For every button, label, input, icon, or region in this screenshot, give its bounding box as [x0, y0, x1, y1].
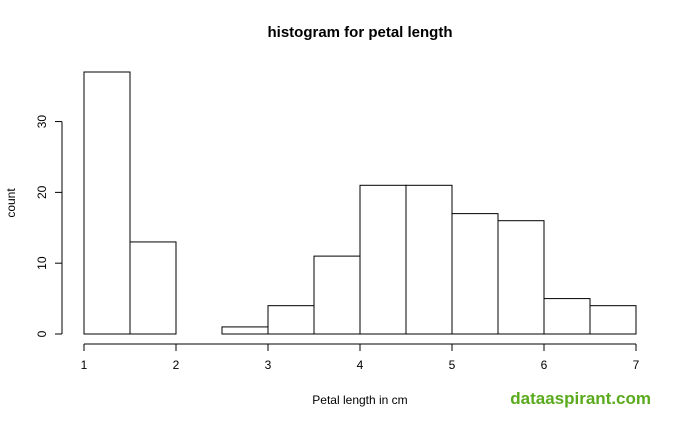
histogram-bar-9 — [497, 220, 545, 335]
histogram-bar-0 — [83, 71, 131, 335]
histogram-bar-3 — [221, 326, 269, 335]
x-axis-label: Petal length in cm — [312, 393, 407, 407]
y-axis: 0 10 20 30 — [35, 115, 63, 337]
bars-group — [83, 71, 637, 335]
y-tick-label: 10 — [35, 256, 49, 270]
y-tick-label: 30 — [35, 115, 49, 129]
x-tick-label: 1 — [81, 358, 88, 372]
x-tick-label: 6 — [541, 358, 548, 372]
histogram-bar-10 — [543, 298, 591, 335]
watermark-text: dataaspirant.com — [510, 389, 651, 408]
x-tick-label: 7 — [633, 358, 640, 372]
x-axis: 1 2 3 4 5 6 7 — [81, 343, 640, 372]
y-tick-label: 0 — [35, 330, 49, 337]
y-tick-label: 20 — [35, 185, 49, 199]
x-tick-label: 4 — [357, 358, 364, 372]
histogram-bar-4 — [267, 305, 315, 335]
histogram-bar-5 — [313, 255, 361, 335]
histogram-bar-6 — [359, 184, 407, 335]
chart-title: histogram for petal length — [267, 24, 452, 41]
x-tick-label: 3 — [265, 358, 272, 372]
histogram-bar-11 — [589, 305, 637, 335]
x-tick-label: 2 — [173, 358, 180, 372]
y-axis-label: count — [4, 188, 18, 218]
histogram-bar-8 — [451, 213, 499, 335]
x-tick-label: 5 — [449, 358, 456, 372]
histogram-bar-7 — [405, 184, 453, 335]
histogram-bar-1 — [129, 241, 177, 335]
